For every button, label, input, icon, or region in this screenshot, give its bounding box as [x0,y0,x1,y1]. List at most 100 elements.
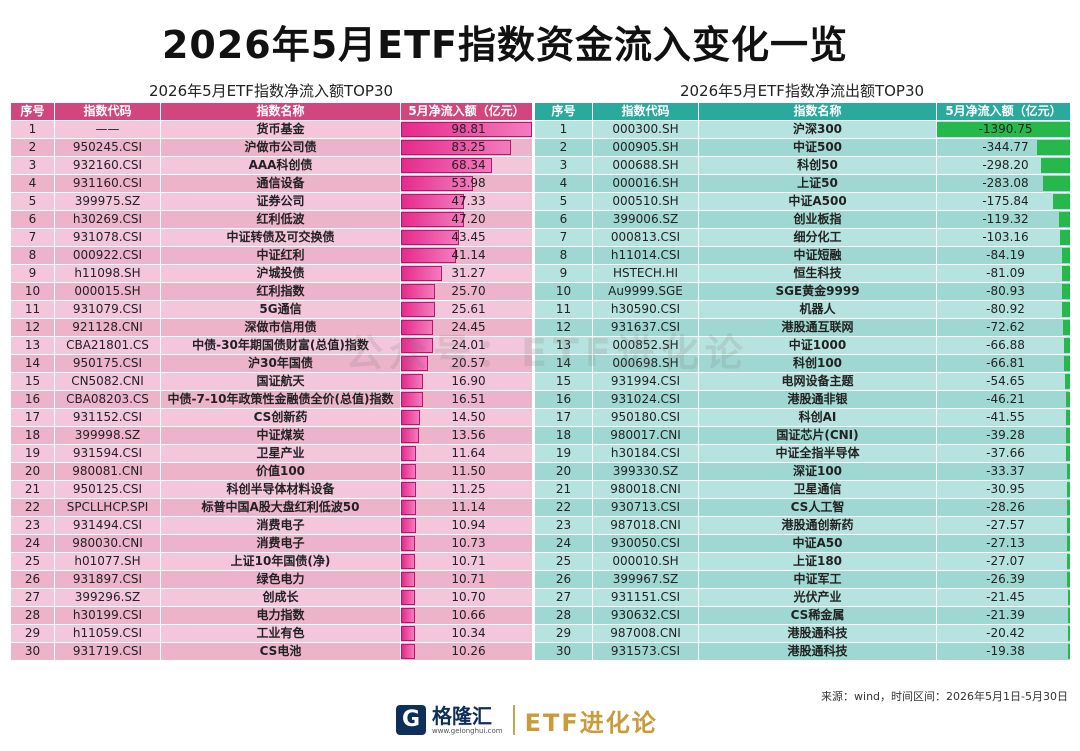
value-cell: -19.38 [936,642,1071,661]
inflow-bar [401,608,416,623]
name-cell: 恒生科技 [698,264,937,283]
code-cell: h11059.CSI [54,624,161,643]
outflow-row: 6 399006.SZ 创业板指 -119.32 [534,210,1071,229]
value-cell: 10.34 [400,624,533,643]
value-cell: 16.90 [400,372,533,391]
inflow-row: 25 h01077.SH 上证10年国债(净) 10.71 [10,552,533,571]
name-cell: 深证100 [698,462,937,481]
rank-cell: 1 [10,120,55,139]
rank-cell: 5 [10,192,55,211]
value-text: -21.39 [986,608,1025,622]
outflow-bar [1068,644,1070,659]
code-cell: 000813.CSI [592,228,699,247]
name-cell: 中证A50 [698,534,937,553]
header-code: 指数代码 [54,102,161,121]
brand-url: www.gelonghui.com [432,726,503,735]
name-cell: 港股通非银 [698,390,937,409]
name-cell: 中债-30年期国债财富(总值)指数 [160,336,401,355]
rank-cell: 23 [534,516,593,535]
value-cell: 11.50 [400,462,533,481]
inflow-row: 8 000922.CSI 中证红利 41.14 [10,246,533,265]
value-cell: 31.27 [400,264,533,283]
value-cell: 25.70 [400,282,533,301]
value-text: 16.90 [451,374,486,388]
outflow-bar [1062,266,1070,281]
inflow-row: 27 399296.SZ 创成长 10.70 [10,588,533,607]
value-text: 10.73 [451,536,486,550]
code-cell: 931160.CSI [54,174,161,193]
value-text: 98.81 [451,122,486,136]
inflow-row: 28 h30199.CSI 电力指数 10.66 [10,606,533,625]
inflow-bar [401,428,419,443]
inflow-row: 22 SPCLLHCP.SPI 标普中国A股大盘红利低波50 11.14 [10,498,533,517]
outflow-row: 17 950180.CSI 科创AI -41.55 [534,408,1071,427]
inflow-row: 11 931079.CSI 5G通信 25.61 [10,300,533,319]
header-name: 指数名称 [160,102,401,121]
outflow-bar [1041,158,1070,173]
rank-cell: 20 [534,462,593,481]
inflow-row: 26 931897.CSI 绿色电力 10.71 [10,570,533,589]
code-cell: 000510.SH [592,192,699,211]
value-cell: 47.20 [400,210,533,229]
name-cell: 沪做市公司债 [160,138,401,157]
rank-cell: 1 [534,120,593,139]
inflow-bar [401,140,512,155]
inflow-row: 14 950175.CSI 沪30年国债 20.57 [10,354,533,373]
inflow-row: 2 950245.CSI 沪做市公司债 83.25 [10,138,533,157]
value-cell: 68.34 [400,156,533,175]
value-cell: 13.56 [400,426,533,445]
header-rank: 序号 [534,102,593,121]
inflow-row: 30 931719.CSI CS电池 10.26 [10,642,533,661]
inflow-subtitle: 2026年5月ETF指数净流入额TOP30 [148,82,394,100]
name-cell: 标普中国A股大盘红利低波50 [160,498,401,517]
outflow-bar [1062,302,1070,317]
name-cell: 光伏产业 [698,588,937,607]
value-cell: 14.50 [400,408,533,427]
inflow-bar [401,122,532,137]
name-cell: 科创50 [698,156,937,175]
rank-cell: 9 [534,264,593,283]
code-cell: 000852.SH [592,336,699,355]
outflow-row: 10 Au9999.SGE SGE黄金9999 -80.93 [534,282,1071,301]
outflow-bar [1066,464,1070,479]
outflow-bar [1064,374,1070,389]
code-cell: h30269.CSI [54,210,161,229]
code-cell: 980017.CNI [592,426,699,445]
name-cell: 红利低波 [160,210,401,229]
rank-cell: 2 [534,138,593,157]
code-cell: h30199.CSI [54,606,161,625]
rank-cell: 18 [10,426,55,445]
rank-cell: 12 [10,318,55,337]
rank-cell: 28 [534,606,593,625]
value-text: -30.95 [986,482,1025,496]
inflow-table: 序号 指数代码 指数名称 5月净流入额（亿元） 1 —— 货币基金 98.81 2 950… [10,102,533,661]
value-cell: -66.81 [936,354,1071,373]
value-cell: 10.66 [400,606,533,625]
code-cell: 930632.CSI [592,606,699,625]
name-cell: 中证1000 [698,336,937,355]
value-text: 16.51 [451,392,486,406]
code-cell: 931024.CSI [592,390,699,409]
outflow-bar [937,122,1070,137]
outflow-bar [1067,608,1070,623]
name-cell: 国证芯片(CNI) [698,426,937,445]
code-cell: 931719.CSI [54,642,161,661]
rank-cell: 7 [10,228,55,247]
rank-cell: 15 [10,372,55,391]
code-cell: h11098.SH [54,264,161,283]
outflow-bar [1066,410,1070,425]
name-cell: 红利指数 [160,282,401,301]
rank-cell: 29 [10,624,55,643]
code-cell: 000922.CSI [54,246,161,265]
value-text: 10.66 [451,608,486,622]
rank-cell: 8 [534,246,593,265]
name-cell: CS创新药 [160,408,401,427]
value-cell: -298.20 [936,156,1071,175]
name-cell: 细分化工 [698,228,937,247]
name-cell: 中证全指半导体 [698,444,937,463]
outflow-row: 7 000813.CSI 细分化工 -103.16 [534,228,1071,247]
value-text: -298.20 [982,158,1029,172]
header-value: 5月净流入额（亿元） [400,102,533,121]
value-text: -66.81 [986,356,1025,370]
rank-cell: 14 [534,354,593,373]
